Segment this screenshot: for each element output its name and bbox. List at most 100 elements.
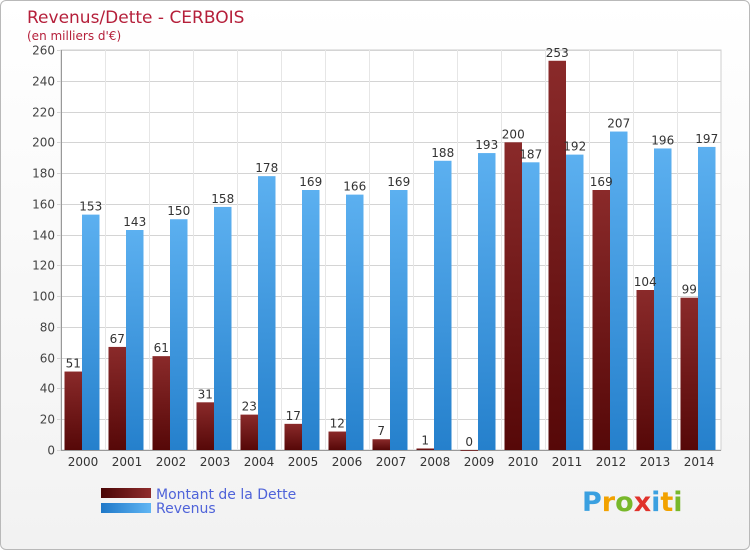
bar-debt-2004 [240,414,258,450]
bar-revenus-2001 [126,230,144,450]
bar-revenus-2012 [610,131,628,451]
data-label-revenus-2000: 153 [79,200,102,214]
axes: 0 20 40 60 80 100 120 140 160 180 200 220 240 260 2000… [32,44,721,469]
y-tick-label: 160 [32,198,55,212]
bar-revenus-2004 [258,176,276,450]
y-tick-label: 80 [40,321,55,335]
data-label-debt-2013: 104 [634,275,657,289]
data-label-revenus-2003: 158 [211,192,234,206]
y-tick-label: 240 [32,75,55,89]
data-label-debt-2010: 200 [502,127,525,141]
data-label-debt-2004: 23 [242,400,257,414]
x-tick-label: 2000 [68,455,99,469]
y-tick-label: 200 [32,136,55,150]
bar-debt-2010 [504,142,522,451]
bar-revenus-2009 [478,153,496,451]
bar-revenus-2000 [82,214,100,450]
bar-revenus-2003 [214,206,232,450]
y-tick-label: 120 [32,259,55,273]
data-label-revenus-2001: 143 [123,215,146,229]
x-tick-label: 2004 [244,455,275,469]
y-tick-label: 140 [32,229,55,243]
data-label-debt-2008: 1 [421,433,429,447]
x-tick-label: 2005 [288,455,319,469]
data-label-revenus-2007: 169 [387,175,410,189]
y-tick-label: 260 [32,44,55,58]
bar-debt-2007 [372,439,390,450]
data-label-debt-2001: 67 [110,332,125,346]
bar-debt-2001 [108,346,126,450]
logo-letter: x [633,487,652,518]
data-label-revenus-2004: 178 [255,161,278,175]
legend-swatch-debt [101,488,151,498]
logo-letter: t [660,487,674,518]
data-label-revenus-2009: 193 [475,138,498,152]
data-label-revenus-2014: 197 [695,132,718,146]
data-label-revenus-2006: 166 [343,180,366,194]
x-tick-label: 2008 [420,455,451,469]
data-label-revenus-2008: 188 [431,146,454,160]
bar-debt-2012 [592,190,610,450]
data-label-debt-2005: 17 [286,409,301,423]
bar-revenus-2011 [566,154,584,450]
x-tick-label: 2006 [332,455,363,469]
bar-revenus-2008 [434,160,452,450]
bar-debt-2008 [416,448,434,450]
chart-subtitle: (en milliers d'€) [27,29,121,43]
y-tick-label: 220 [32,106,55,120]
legend-label-debt: Montant de la Dette [156,487,296,503]
data-labels: 51 153 67 143 61 150 31 158 23 178 17 169 12 166 7 169 1… [66,46,719,449]
bar-debt-2011 [548,60,566,451]
data-label-debt-2000: 51 [66,357,81,371]
legend-swatch-revenus [101,503,151,513]
data-label-revenus-2013: 196 [651,133,674,147]
data-label-revenus-2002: 150 [167,204,190,218]
data-label-debt-2007: 7 [377,424,385,438]
data-label-debt-2014: 99 [682,283,697,297]
data-label-debt-2011: 253 [546,46,569,60]
x-tick-label: 2010 [508,455,539,469]
data-label-debt-2003: 31 [198,387,213,401]
legend-label-revenus: Revenus [156,501,216,517]
data-label-debt-2006: 12 [330,417,345,431]
bar-revenus-2006 [346,194,364,450]
chart-title: Revenus/Dette - CERBOIS [27,8,244,28]
bar-debt-2006 [328,431,346,450]
bar-revenus-2014 [698,146,716,450]
bar-debt-2000 [64,371,82,450]
x-tick-label: 2013 [640,455,671,469]
data-label-debt-2012: 169 [590,175,613,189]
data-label-revenus-2011: 192 [563,140,586,154]
bar-debt-2014 [680,297,698,450]
data-label-revenus-2010: 187 [519,147,542,161]
proxiti-logo: Proxiti [582,487,683,518]
data-label-revenus-2005: 169 [299,175,322,189]
bar-debt-2002 [152,356,170,450]
bars [64,60,716,451]
bar-debt-2009 [460,450,478,451]
bar-revenus-2005 [302,190,320,450]
bar-debt-2005 [284,423,302,450]
y-tick-label: 100 [32,290,55,304]
data-label-debt-2009: 0 [465,435,473,449]
data-label-debt-2002: 61 [154,341,169,355]
x-tick-label: 2009 [464,455,495,469]
x-tick-label: 2003 [200,455,231,469]
x-tick-label: 2012 [596,455,627,469]
y-tick-label: 60 [40,352,55,366]
x-tick-label: 2001 [112,455,143,469]
y-tick-label: 180 [32,167,55,181]
bar-debt-2003 [196,402,214,450]
logo-letter: i [651,487,661,518]
y-tick-label: 20 [40,413,55,427]
logo-letter: P [582,487,602,518]
x-tick-label: 2011 [552,455,583,469]
x-tick-label: 2002 [156,455,187,469]
bar-revenus-2002 [170,219,188,450]
x-tick-label: 2007 [376,455,407,469]
y-tick-label: 40 [40,382,55,396]
x-tick-label: 2014 [684,455,715,469]
bar-debt-2013 [636,290,654,450]
